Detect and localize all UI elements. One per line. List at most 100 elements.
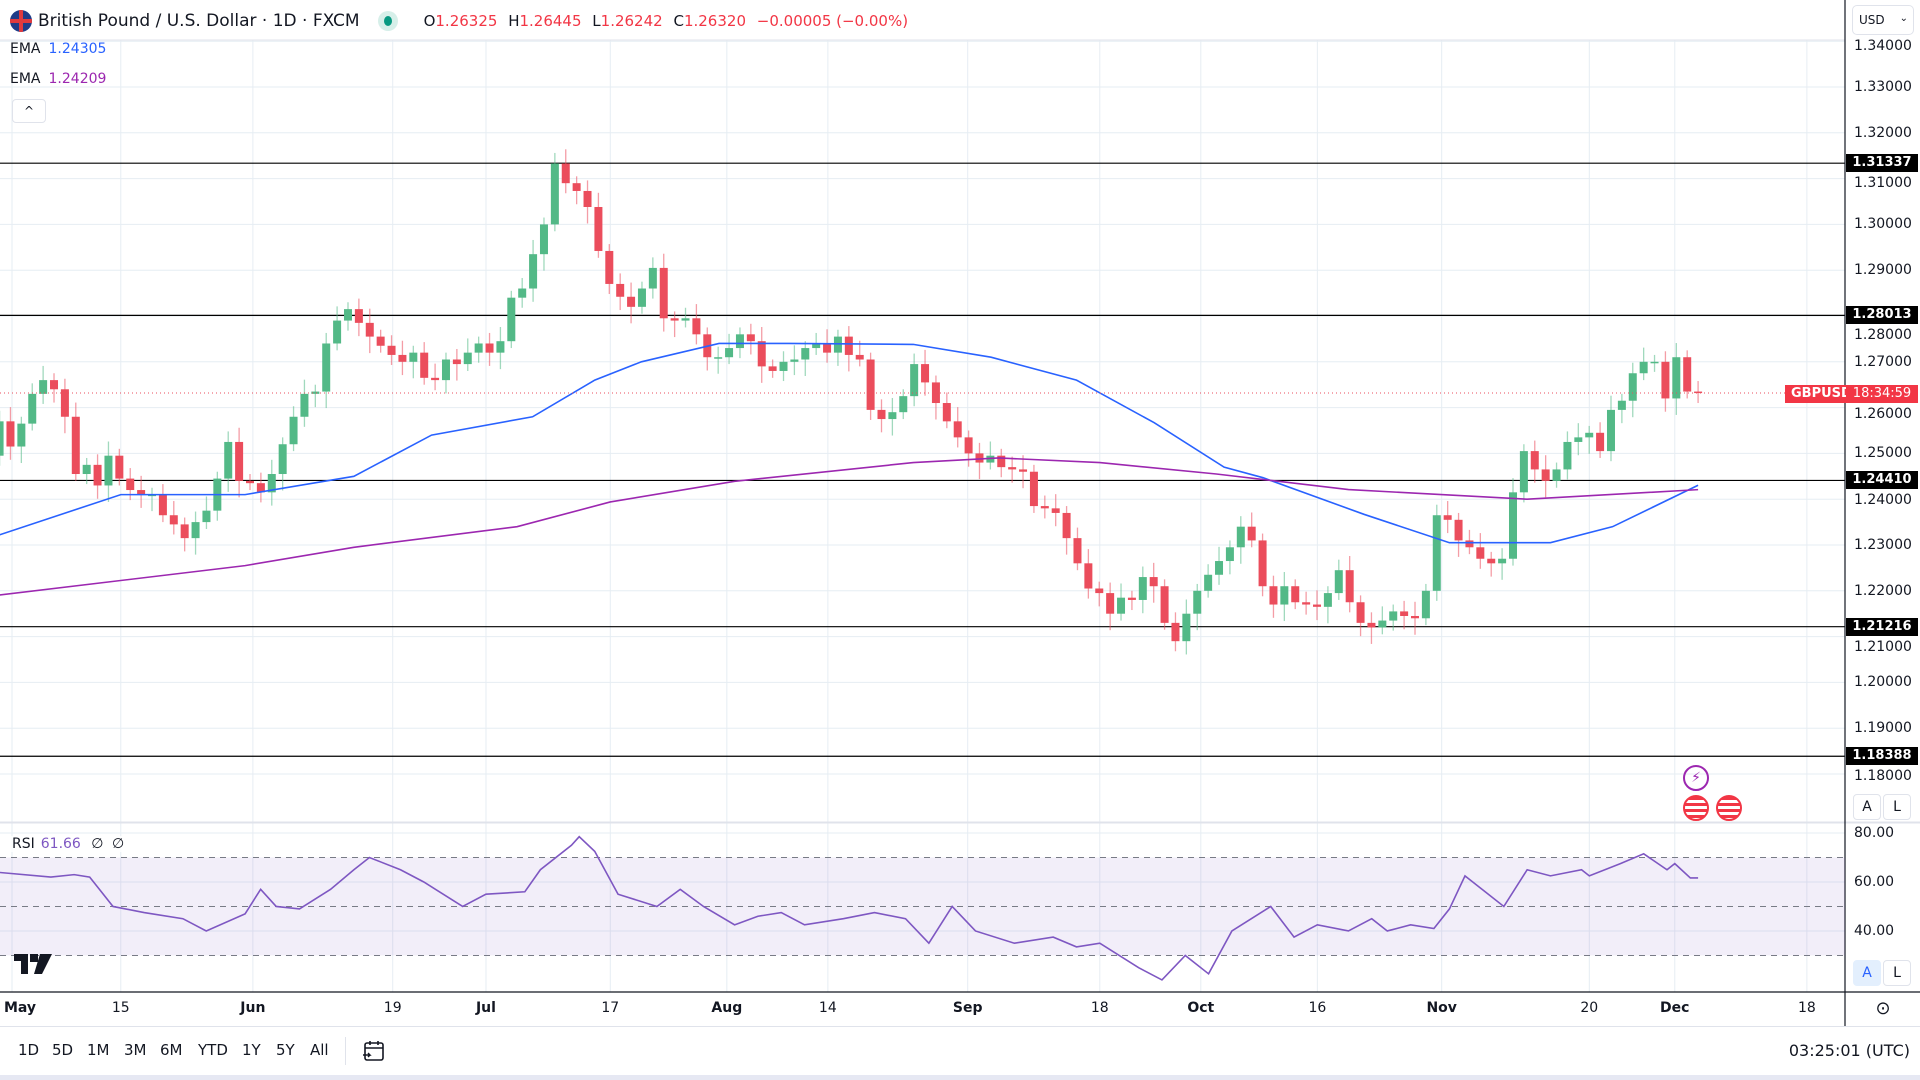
candle-down — [1127, 597, 1136, 600]
range-button-1m[interactable]: 1M — [87, 1041, 110, 1059]
horizontal-level-label: 1.28013 — [1846, 306, 1918, 325]
rsi-log-scale-button[interactable]: L — [1883, 960, 1911, 986]
candle-down — [1476, 547, 1485, 559]
symbol-title[interactable]: British Pound / U.S. Dollar · 1D · FXCM — [38, 11, 360, 31]
candle-down — [387, 345, 396, 355]
candle-down — [1029, 471, 1038, 507]
range-button-5d[interactable]: 5D — [52, 1041, 74, 1059]
candle-down — [594, 206, 603, 251]
ema-fast-legend[interactable]: EMA 1.24305 — [10, 41, 106, 57]
rsi-param-2: ∅ — [111, 836, 125, 852]
collapse-legend-button[interactable]: ^ — [12, 99, 46, 123]
settings-icon[interactable]: ⊙ — [1869, 997, 1897, 1023]
time-tick-label: Dec — [1660, 1000, 1690, 1016]
price-tick-label: 1.20000 — [1854, 674, 1912, 691]
candle-down — [921, 364, 930, 383]
candle-down — [1541, 469, 1550, 481]
price-tick-label: 1.19000 — [1854, 720, 1912, 737]
candle-up — [39, 380, 48, 394]
ohlc-values: O1.26325 H1.26445 L1.26242 C1.26320 −0.0… — [418, 12, 908, 30]
range-button-3m[interactable]: 3M — [124, 1041, 147, 1059]
range-button-ytd[interactable]: YTD — [198, 1041, 228, 1059]
range-button-1y[interactable]: 1Y — [242, 1041, 261, 1059]
time-tick-label: Oct — [1187, 1000, 1215, 1016]
candle-up — [278, 444, 287, 475]
candle-up — [311, 391, 320, 394]
candle-down — [126, 478, 135, 491]
candle-down — [93, 464, 102, 486]
candle-down — [877, 409, 886, 420]
candle-down — [1008, 467, 1017, 470]
candle-up — [1639, 361, 1648, 374]
candle-down — [844, 336, 853, 355]
time-tick-label: 19 — [383, 1000, 402, 1016]
candle-up — [104, 455, 113, 486]
chart-legend-header: British Pound / U.S. Dollar · 1D · FXCM … — [10, 8, 908, 34]
candle-down — [1367, 622, 1376, 628]
candle-down — [561, 163, 570, 184]
rsi-tick-label: 80.00 — [1854, 825, 1895, 841]
horizontal-level-label: 1.18388 — [1846, 747, 1918, 766]
candle-down — [376, 336, 385, 346]
currency-dropdown[interactable]: USD ⌄ — [1852, 5, 1914, 35]
tradingview-logo[interactable] — [14, 954, 54, 976]
clock-timezone[interactable]: 03:25:01 (UTC) — [1788, 1041, 1910, 1060]
candle-down — [137, 490, 146, 495]
price-auto-scale-button[interactable]: A — [1853, 794, 1881, 820]
candle-up — [191, 522, 200, 539]
candle-up — [343, 309, 352, 321]
candle-down — [1661, 361, 1670, 399]
candle-down — [365, 322, 374, 337]
us-flag-event-icon[interactable] — [1683, 795, 1709, 821]
rsi-value: 61.66 — [40, 836, 81, 852]
range-button-1d[interactable]: 1D — [18, 1041, 40, 1059]
candle-down — [975, 453, 984, 463]
market-open-status-icon[interactable] — [377, 11, 398, 31]
candle-down — [583, 190, 592, 207]
range-button-5y[interactable]: 5Y — [276, 1041, 295, 1059]
candle-up — [518, 288, 527, 298]
horizontal-level-label: 1.21216 — [1846, 617, 1918, 636]
ema-slow-label: EMA — [10, 71, 41, 87]
range-button-all[interactable]: All — [310, 1041, 329, 1059]
candle-down — [855, 354, 864, 360]
candle-down — [1302, 602, 1311, 605]
candle-up — [637, 288, 646, 307]
time-tick-label: Aug — [711, 1000, 743, 1016]
candle-down — [1443, 515, 1452, 520]
price-tick-label: 1.31000 — [1854, 175, 1912, 192]
rsi-auto-scale-button[interactable]: A — [1853, 960, 1881, 986]
lightning-event-icon[interactable]: ⚡ — [1683, 765, 1709, 791]
rsi-legend[interactable]: RSI 61.66 ∅ ∅ — [8, 836, 129, 852]
candle-up — [1280, 586, 1289, 605]
candle-up — [1508, 492, 1517, 559]
candle-down — [866, 359, 875, 410]
candle-up — [1552, 469, 1561, 481]
range-button-6m[interactable]: 6M — [160, 1041, 183, 1059]
candle-down — [354, 309, 363, 323]
candle-up — [1225, 547, 1234, 562]
candle-down — [50, 380, 59, 390]
candle-down — [823, 343, 832, 353]
candle-up — [899, 396, 908, 413]
time-tick-label: 18 — [1797, 1000, 1816, 1016]
candle-down — [670, 318, 679, 321]
price-log-scale-button[interactable]: L — [1883, 794, 1911, 820]
candle-up — [1323, 593, 1332, 607]
candle-up — [1389, 611, 1398, 621]
candle-up — [725, 348, 734, 358]
candle-down — [1356, 602, 1365, 623]
ema-fast-value: 1.24305 — [48, 41, 107, 57]
price-tick-label: 1.23000 — [1854, 537, 1912, 553]
candle-down — [1149, 577, 1158, 587]
calendar-goto-icon[interactable] — [362, 1039, 386, 1063]
ema-slow-legend[interactable]: EMA 1.24209 — [10, 71, 106, 87]
candle-down — [1411, 615, 1420, 619]
gbp-usd-flag-icon — [10, 10, 32, 32]
candle-down — [180, 524, 189, 539]
us-flag-event-icon[interactable] — [1716, 795, 1742, 821]
open-value: 1.26325 — [435, 12, 498, 30]
change-value: −0.00005 (−0.00%) — [756, 12, 909, 30]
candle-down — [1084, 563, 1093, 589]
